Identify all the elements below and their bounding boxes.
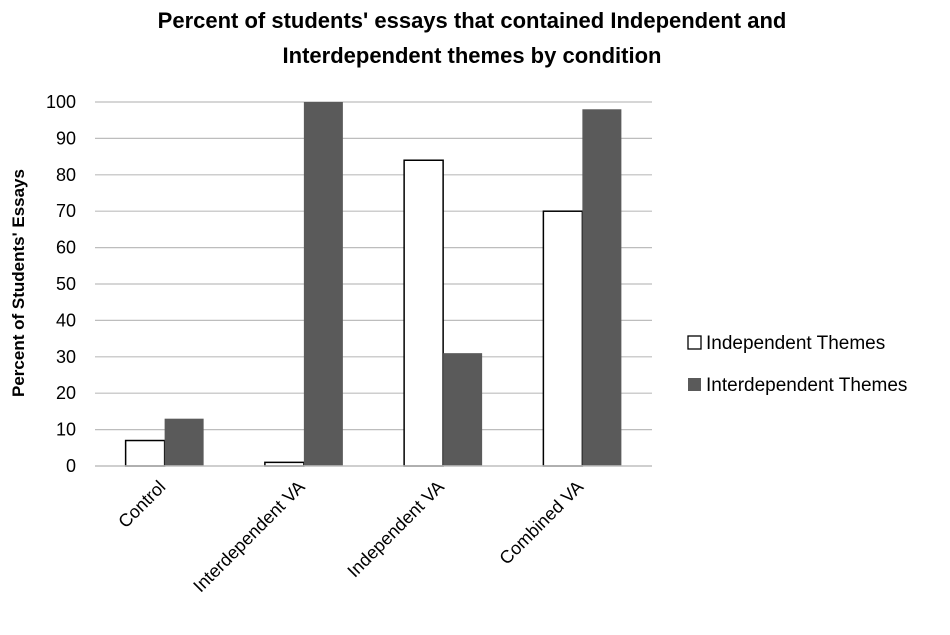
y-tick-label: 80 <box>56 165 76 185</box>
y-axis-label: Percent of Students' Essays <box>9 169 28 397</box>
x-category-label: Independent VA <box>343 477 447 581</box>
bar-interdependent-2 <box>443 353 483 466</box>
bars <box>124 102 622 467</box>
y-tick-label: 0 <box>66 456 76 476</box>
y-tick-label: 60 <box>56 238 76 258</box>
y-tick-label: 40 <box>56 310 76 330</box>
chart-title-line-1: Percent of students' essays that contain… <box>158 8 787 33</box>
y-tick-label: 70 <box>56 201 76 221</box>
bar-interdependent-1 <box>303 102 343 466</box>
bar-independent-2 <box>403 159 444 467</box>
y-tick-label: 100 <box>46 92 76 112</box>
bar-independent-3 <box>542 210 584 467</box>
legend-swatch <box>687 335 702 350</box>
y-tick-label: 50 <box>56 274 76 294</box>
y-tick-label: 30 <box>56 347 76 367</box>
x-category-label: Control <box>114 477 169 532</box>
y-tick-label: 10 <box>56 420 76 440</box>
bar-interdependent-3 <box>582 109 622 466</box>
bar-independent-0 <box>124 439 166 467</box>
chart-title-line-2: Interdependent themes by condition <box>283 43 662 68</box>
x-category-label: Interdependent VA <box>189 477 308 596</box>
legend-label: Interdependent Themes <box>706 375 907 396</box>
x-axis-categories: Control Interdependent VA Independent VA Co… <box>114 477 587 596</box>
legend: Independent Themes Interdependent Themes <box>687 333 907 396</box>
y-tick-label: 20 <box>56 383 76 403</box>
y-tick-label: 90 <box>56 128 76 148</box>
legend-swatch <box>688 378 701 391</box>
legend-label: Independent Themes <box>706 333 885 354</box>
x-category-label: Combined VA <box>495 477 587 569</box>
bar-interdependent-0 <box>164 418 204 466</box>
gridlines <box>95 101 652 431</box>
y-axis-ticks: 0 10 20 30 40 50 60 70 80 90 100 <box>46 92 76 476</box>
